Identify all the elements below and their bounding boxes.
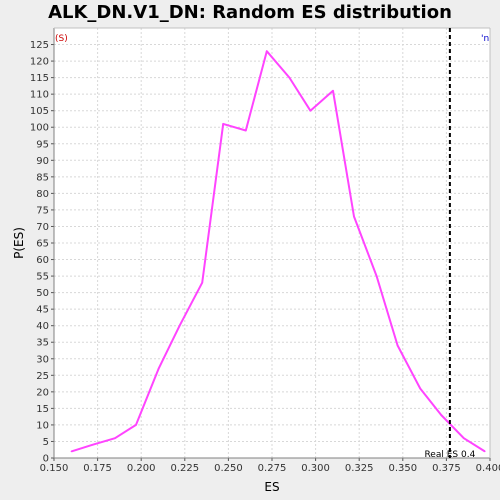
y-tick-label: 15	[36, 404, 49, 415]
x-tick-label: 0.175	[83, 463, 112, 474]
y-tick-label: 95	[36, 139, 49, 150]
x-tick-label: 0.225	[170, 463, 199, 474]
y-tick-label: 70	[36, 222, 49, 233]
y-tick-label: 80	[36, 189, 49, 200]
x-tick-label: 0.275	[258, 463, 287, 474]
series-point	[245, 129, 247, 132]
x-tick-label: 0.400	[476, 463, 500, 474]
series-point	[114, 437, 116, 439]
y-tick-label: 35	[36, 338, 49, 349]
y-tick-label: 110	[30, 90, 49, 101]
y-tick-label: 120	[30, 57, 49, 68]
y-tick-label: 105	[30, 106, 49, 117]
y-tick-label: 100	[30, 123, 49, 134]
y-tick-label: 65	[36, 239, 49, 250]
x-tick-label: 0.150	[40, 463, 69, 474]
series-point	[353, 215, 355, 218]
series-point	[70, 450, 73, 453]
series-point	[288, 76, 291, 79]
series-point	[440, 414, 442, 416]
y-tick-label: 90	[36, 156, 49, 167]
series-point	[419, 387, 422, 390]
x-tick-label: 0.300	[301, 463, 330, 474]
x-tick-label: 0.200	[127, 463, 156, 474]
series-point	[201, 281, 204, 284]
series-point	[265, 50, 268, 52]
x-tick-label: 0.250	[214, 463, 243, 474]
series-point	[396, 344, 399, 347]
x-tick-label: 0.375	[432, 463, 461, 474]
x-axis-title: ES	[264, 480, 279, 494]
y-tick-label: 30	[36, 354, 49, 365]
y-tick-label: 10	[36, 420, 49, 431]
y-tick-label: 85	[36, 172, 49, 183]
axes: 0 5 10 15 20 25 30 35 40 45 50 55 60 65 70 75 80 85 90 95 10…	[30, 27, 500, 474]
series-point	[332, 90, 334, 92]
y-tick-label: 20	[36, 387, 49, 398]
y-tick-label: 75	[36, 205, 49, 216]
corner-left-label: (S)	[55, 34, 68, 44]
series-point	[483, 450, 486, 453]
y-tick-label: 0	[43, 454, 49, 465]
y-tick-label: 50	[36, 288, 49, 299]
y-tick-label: 40	[36, 321, 49, 332]
y-tick-label: 25	[36, 371, 49, 382]
real-es-label: Real ES 0.4	[424, 450, 475, 460]
y-tick-label: 55	[36, 272, 49, 283]
series-point	[222, 123, 224, 125]
x-tick-label: 0.325	[345, 463, 374, 474]
reference-layer: Real ES 0.4	[424, 28, 476, 460]
series-point	[157, 367, 160, 370]
series-point	[463, 437, 465, 439]
chart-title: ALK_DN.V1_DN: Random ES distribution	[48, 2, 452, 23]
series-point	[135, 424, 137, 426]
y-tick-label: 45	[36, 305, 49, 316]
y-tick-label: 125	[30, 40, 49, 51]
y-tick-label: 5	[43, 437, 49, 448]
y-tick-label: 60	[36, 255, 49, 266]
corner-right-label: 'n	[481, 34, 489, 44]
x-tick-label: 0.350	[388, 463, 417, 474]
y-tick-label: 115	[30, 73, 49, 84]
series-point	[375, 275, 378, 277]
series-point	[91, 443, 94, 446]
series-point	[309, 109, 312, 112]
series-layer	[70, 50, 486, 453]
series-line	[71, 50, 486, 453]
series-point	[178, 324, 181, 327]
y-axis-title: P(ES)	[12, 227, 26, 259]
